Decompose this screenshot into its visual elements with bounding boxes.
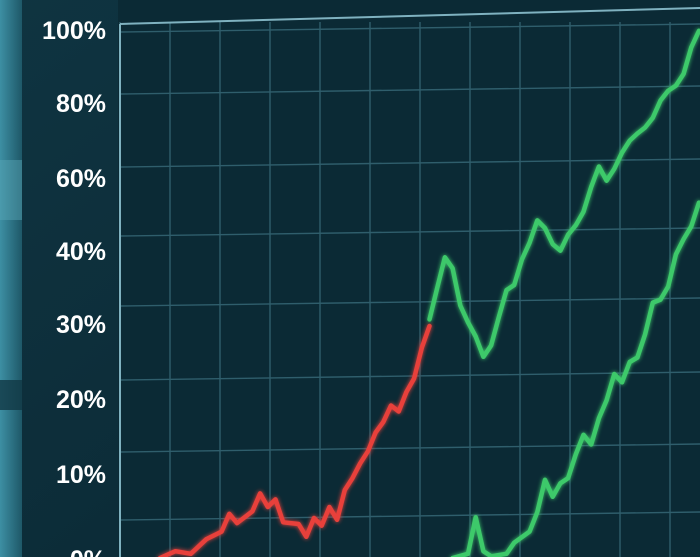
grid-line-horizontal	[119, 227, 700, 237]
grid-line-horizontal	[119, 511, 700, 521]
left-edge-wall	[0, 0, 22, 557]
y-tick-label: 80%	[56, 90, 106, 118]
y-tick-label: 0%	[70, 546, 106, 557]
grid-line-horizontal	[119, 158, 700, 168]
y-tick-label: 20%	[56, 386, 106, 414]
grid-line-horizontal	[119, 443, 700, 453]
series-line-2	[427, 28, 700, 360]
series-lines	[157, 28, 700, 557]
plot-panel	[118, 0, 700, 557]
y-axis: 0% 10% 20% 30% 40% 60% 80% 100%	[42, 17, 106, 557]
y-tick-label: 100%	[42, 17, 106, 45]
grid-line-horizontal	[119, 297, 700, 307]
grid-line-horizontal	[119, 85, 700, 95]
y-tick-label: 60%	[56, 165, 106, 193]
y-tick-label: 30%	[56, 311, 106, 339]
y-tick-label: 10%	[56, 461, 106, 489]
plot-top-border	[119, 7, 700, 25]
series-line-1	[157, 323, 432, 557]
y-tick-label: 40%	[56, 238, 106, 266]
grid-line-horizontal	[119, 23, 700, 33]
grid	[119, 7, 700, 557]
grid-line-horizontal	[119, 371, 700, 381]
series-line-3	[450, 200, 700, 557]
